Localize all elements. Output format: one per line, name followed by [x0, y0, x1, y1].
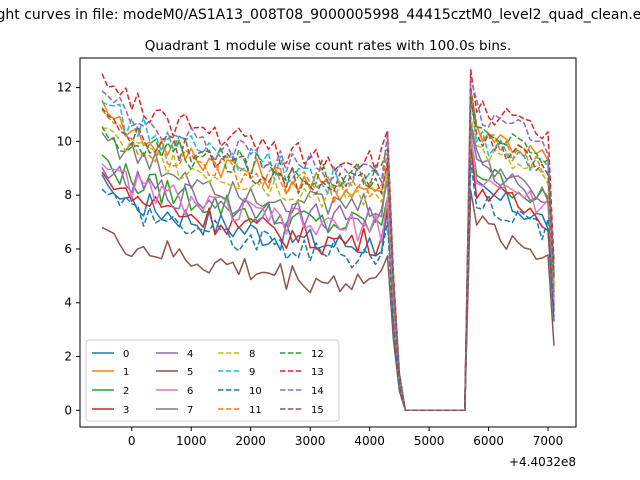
legend-label-5: 5: [187, 367, 193, 378]
series-line-14: [101, 78, 555, 412]
legend-label-13: 13: [311, 367, 324, 378]
series-line-13: [101, 69, 555, 412]
axes-frame: [79, 57, 577, 428]
series-line-7: [101, 121, 555, 412]
x-tick-label: 1000: [176, 434, 207, 448]
legend-label-12: 12: [311, 349, 324, 360]
series-line-3: [101, 144, 555, 412]
legend-label-15: 15: [311, 405, 324, 416]
x-tick-label: 3000: [295, 434, 326, 448]
series-line-2: [101, 135, 555, 412]
series-line-1: [101, 88, 555, 412]
series-line-4: [101, 126, 555, 412]
y-tick-label: 0: [64, 403, 72, 417]
x-tick-label: 2000: [235, 434, 266, 448]
legend-label-7: 7: [187, 405, 193, 416]
figure-suptitle: Light curves in file: modeM0/AS1A13_008T…: [0, 7, 640, 23]
y-tick-label: 8: [64, 188, 72, 202]
series-line-11: [101, 99, 555, 412]
series-line-15: [101, 98, 555, 412]
legend-label-0: 0: [123, 349, 129, 360]
y-axis: 0 2 4 6 8 10 12: [57, 81, 80, 417]
x-axis: 0 1000 2000 3000 4000 5000 6000 7000: [128, 427, 563, 448]
series-line-10: [101, 160, 555, 412]
legend-frame: [85, 339, 340, 422]
y-tick-label: 4: [64, 296, 72, 310]
x-tick-label: 5000: [414, 434, 445, 448]
series-line-5: [101, 189, 555, 412]
legend-label-6: 6: [187, 386, 193, 397]
legend-label-1: 1: [123, 367, 129, 378]
x-tick-label: 0: [128, 434, 136, 448]
legend-label-11: 11: [249, 405, 262, 416]
y-tick-label: 12: [57, 81, 72, 95]
x-tick-label: 6000: [473, 434, 504, 448]
y-tick-label: 6: [64, 242, 72, 256]
series-line-8: [102, 114, 555, 412]
legend-label-8: 8: [249, 349, 255, 360]
series-line-0: [101, 146, 555, 412]
legend-label-14: 14: [311, 386, 324, 397]
series-line-6: [101, 134, 555, 412]
legend-label-9: 9: [249, 367, 255, 378]
x-axis-offset-label: +4.4032e8: [509, 455, 576, 469]
x-tick-label: 4000: [354, 434, 385, 448]
series-layer: [101, 69, 555, 412]
y-tick-label: 10: [57, 134, 72, 148]
legend-label-3: 3: [123, 405, 129, 416]
x-tick-label: 7000: [533, 434, 564, 448]
y-tick-label: 2: [64, 350, 72, 364]
legend-label-4: 4: [187, 349, 193, 360]
legend-label-10: 10: [249, 386, 262, 397]
axes-title: Quadrant 1 module wise count rates with …: [145, 38, 511, 54]
legend-label-2: 2: [123, 386, 129, 397]
